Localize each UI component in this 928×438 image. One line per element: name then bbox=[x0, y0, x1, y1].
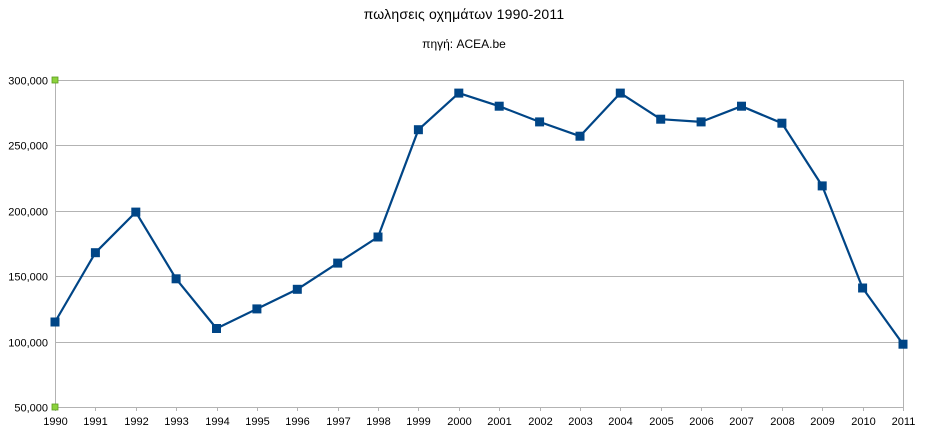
data-point-marker bbox=[454, 88, 464, 98]
data-point-marker bbox=[696, 117, 706, 127]
selection-handles bbox=[51, 76, 59, 411]
x-tick-label: 2002 bbox=[528, 416, 552, 428]
x-tick-label: 1992 bbox=[124, 416, 148, 428]
x-tick-label: 1996 bbox=[285, 416, 309, 428]
x-tick-label: 2000 bbox=[447, 416, 471, 428]
data-point-marker bbox=[50, 317, 60, 327]
data-point-marker bbox=[898, 339, 908, 349]
axis-selection-handle bbox=[51, 403, 59, 411]
data-point-marker bbox=[373, 232, 383, 242]
y-tick-label: 250,000 bbox=[8, 141, 48, 153]
chart-title: πωλησεις οχημάτων 1990-2011 bbox=[363, 6, 565, 22]
axis-selection-handle bbox=[51, 76, 59, 84]
data-point-marker bbox=[413, 125, 423, 135]
data-point-marker bbox=[777, 118, 787, 128]
y-tick-label: 200,000 bbox=[8, 207, 48, 219]
x-tick-label: 2003 bbox=[568, 416, 592, 428]
x-tick-label: 2007 bbox=[729, 416, 753, 428]
x-tick-label: 2010 bbox=[851, 416, 875, 428]
data-point-marker bbox=[494, 101, 504, 111]
y-tick-label: 50,000 bbox=[14, 403, 48, 415]
data-point-marker bbox=[333, 258, 343, 268]
x-tick-label: 1990 bbox=[43, 416, 67, 428]
data-point-marker bbox=[212, 324, 221, 333]
x-tick-label: 2004 bbox=[608, 416, 632, 428]
axes bbox=[55, 80, 904, 411]
x-tick-label: 1997 bbox=[326, 416, 350, 428]
chart-subtitle: πηγή: ACEA.be bbox=[422, 37, 506, 51]
x-tick-label: 1999 bbox=[406, 416, 430, 428]
y-tick-label: 150,000 bbox=[8, 272, 48, 284]
gridlines bbox=[55, 80, 903, 343]
x-tick-label: 2005 bbox=[649, 416, 673, 428]
x-tick-label: 1998 bbox=[366, 416, 390, 428]
x-tick-label: 2006 bbox=[689, 416, 713, 428]
series bbox=[50, 88, 908, 349]
data-point-marker bbox=[131, 207, 141, 217]
x-tick-label: 2011 bbox=[892, 416, 916, 428]
x-tick-label: 2009 bbox=[810, 416, 834, 428]
data-point-marker bbox=[252, 304, 262, 314]
data-point-marker bbox=[535, 117, 545, 127]
data-point-marker bbox=[817, 181, 827, 191]
data-point-marker bbox=[90, 248, 100, 258]
data-point-marker bbox=[575, 131, 585, 141]
data-point-marker bbox=[292, 284, 302, 294]
x-tick-label: 1995 bbox=[245, 416, 269, 428]
x-tick-label: 1993 bbox=[164, 416, 188, 428]
x-tick-label: 1991 bbox=[83, 416, 107, 428]
y-tick-label: 300,000 bbox=[8, 76, 48, 88]
y-tick-label: 100,000 bbox=[8, 338, 48, 350]
series-line bbox=[54, 91, 904, 345]
x-tick-labels: 1990 1991 1992 1993 1994 1995 1996 1997 1998 1999… bbox=[43, 416, 915, 428]
data-point-marker bbox=[858, 283, 868, 293]
data-point-marker bbox=[615, 88, 625, 98]
data-point-marker bbox=[656, 114, 666, 124]
x-tick-label: 2001 bbox=[487, 416, 511, 428]
data-point-marker bbox=[737, 101, 746, 111]
x-tick-label: 1994 bbox=[205, 416, 229, 428]
x-tick-label: 2008 bbox=[770, 416, 794, 428]
y-tick-labels: 50,000 100,000 150,000 200,000 250,000 300,00… bbox=[8, 76, 48, 415]
data-point-marker bbox=[171, 274, 181, 284]
